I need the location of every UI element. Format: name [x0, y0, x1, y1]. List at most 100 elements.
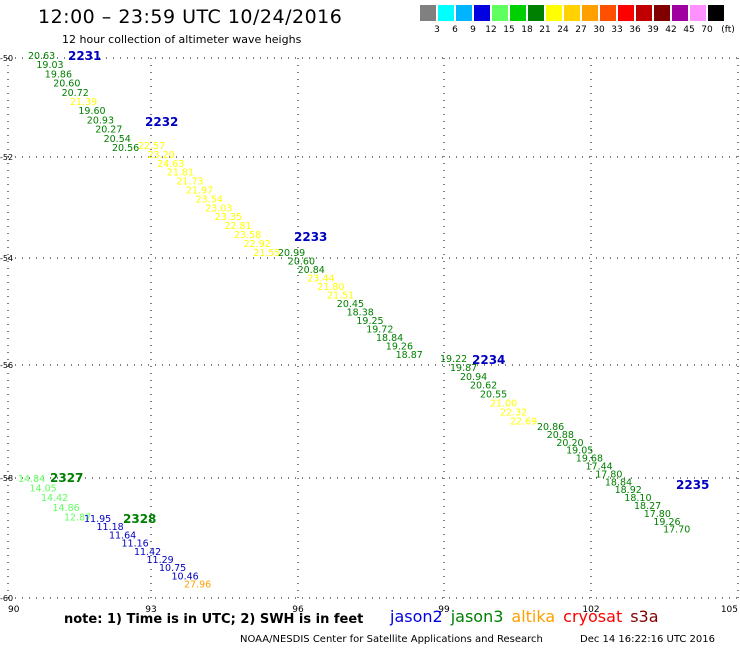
swh-value: 14.86	[53, 503, 80, 514]
swh-value: 18.10	[624, 493, 651, 504]
scale-swatch	[528, 5, 544, 21]
swh-value: 23.58	[234, 230, 261, 241]
pass-number: 2233	[294, 230, 327, 244]
legend-jason2: jason2	[390, 607, 443, 626]
swh-value: 14.84	[18, 474, 45, 485]
scale-label: 45	[683, 25, 695, 35]
scale-label: 24	[557, 25, 569, 35]
swh-value: 23.54	[196, 194, 223, 205]
scale-label: 3	[434, 25, 440, 35]
swh-value: 22.92	[244, 239, 271, 250]
scale-swatch	[690, 5, 706, 21]
swh-value: 19.25	[356, 316, 383, 327]
scale-label: 30	[593, 25, 605, 35]
swh-value: 20.60	[288, 257, 315, 268]
swh-value: 20.72	[62, 88, 89, 99]
legend-jason3: jason3	[450, 607, 504, 626]
scale-label: 27	[575, 25, 587, 35]
scale-swatch	[564, 5, 580, 21]
swh-value: 23.20	[148, 150, 175, 161]
swh-value: 19.05	[566, 446, 593, 457]
swh-value: 19.26	[653, 517, 680, 528]
pass-number: 2327	[50, 471, 83, 485]
x-tick-label: 90	[8, 605, 20, 615]
scale-swatch	[600, 5, 616, 21]
swh-value: 21.80	[317, 282, 344, 293]
swh-value: 21.81	[167, 168, 194, 179]
swh-value: 17.44	[586, 462, 613, 473]
swh-value: 21.39	[70, 97, 97, 108]
scale-unit: (ft)	[721, 25, 735, 35]
swh-value: 19.22	[440, 354, 467, 365]
scale-label: 33	[611, 25, 623, 35]
swh-value: 14.05	[30, 484, 57, 495]
swh-value: 23.44	[307, 274, 334, 285]
swh-value: 20.55	[480, 390, 507, 401]
x-tick-label: 99	[438, 605, 450, 615]
map-grid	[7, 57, 739, 599]
swh-value: 20.84	[298, 265, 325, 276]
swh-value: 27.96	[184, 580, 211, 591]
scale-swatch	[708, 5, 724, 21]
swh-value: 18.84	[605, 477, 632, 488]
y-tick-label: -58	[0, 474, 13, 483]
swh-value: 24.63	[157, 159, 184, 170]
scale-swatch	[420, 5, 436, 21]
swh-value: 11.16	[122, 539, 149, 550]
swh-value: 20.63	[28, 51, 55, 62]
pass-number: 2235	[676, 478, 709, 492]
swh-value: 20.27	[95, 125, 122, 136]
swh-value: 19.60	[78, 106, 105, 117]
scale-swatch	[456, 5, 472, 21]
swh-value: 19.86	[45, 69, 72, 80]
x-tick-label: 105	[721, 605, 738, 615]
satellite-tracks: 20.6319.0319.8620.6020.7221.3919.6020.93…	[18, 49, 709, 591]
swh-value: 19.03	[36, 60, 63, 71]
footer-timestamp: Dec 14 16:22:16 UTC 2016	[580, 634, 715, 645]
pass-number: 2231	[68, 49, 101, 63]
scale-label: 12	[485, 25, 497, 35]
swh-value: 12.87	[64, 512, 91, 523]
swh-value: 18.27	[634, 501, 661, 512]
pass-number: 2234	[472, 353, 505, 367]
swh-value: 20.86	[537, 422, 564, 433]
map-title: 12:00 – 23:59 UTC 10/24/2016	[38, 6, 343, 28]
scale-label: 9	[470, 25, 476, 35]
swh-value: 20.88	[547, 430, 574, 441]
x-tick-label: 96	[292, 605, 304, 615]
swh-value: 19.87	[450, 363, 477, 374]
y-tick-label: -54	[0, 254, 13, 263]
scale-swatch	[510, 5, 526, 21]
swh-value: 17.80	[595, 469, 622, 480]
y-tick-label: -52	[0, 153, 13, 162]
legend-altika: altika	[511, 607, 556, 626]
scale-swatch	[546, 5, 562, 21]
scale-label: 18	[521, 25, 533, 35]
map-subtitle: 12 hour collection of altimeter wave hei…	[62, 33, 302, 46]
y-tick-label: -60	[0, 594, 13, 603]
scale-swatch	[492, 5, 508, 21]
swh-value: 20.56	[112, 143, 139, 154]
scale-label: 36	[629, 25, 641, 35]
y-tick-label: -50	[0, 54, 13, 63]
scale-swatch	[618, 5, 634, 21]
swh-value: 11.29	[147, 555, 174, 566]
scale-swatch	[438, 5, 454, 21]
swh-value: 19.68	[576, 454, 603, 465]
x-tick-label: 102	[582, 605, 599, 615]
satellite-legend: jason2 jason3 altika cryosat s3a	[390, 607, 667, 626]
scale-label: 6	[452, 25, 458, 35]
swh-value: 20.20	[556, 438, 583, 449]
y-tick-label: -56	[0, 361, 13, 370]
swh-value: 11.95	[84, 514, 111, 525]
swh-value: 20.54	[104, 134, 131, 145]
swh-value: 18.38	[347, 308, 374, 319]
swh-value: 22.57	[138, 141, 165, 152]
scale-swatch	[474, 5, 490, 21]
axis-labels: 90 93 96 99 102 105 -50 -52 -54 -56 -58 -60	[0, 54, 738, 615]
swh-value: 19.72	[366, 325, 393, 336]
swh-value: 22.32	[500, 407, 527, 418]
swh-value: 19.26	[386, 342, 413, 353]
swh-value: 21.97	[186, 186, 213, 197]
